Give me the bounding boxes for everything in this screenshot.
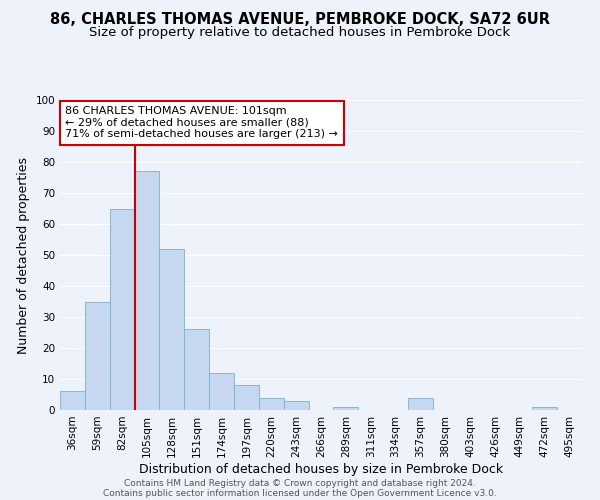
Text: 86 CHARLES THOMAS AVENUE: 101sqm
← 29% of detached houses are smaller (88)
71% o: 86 CHARLES THOMAS AVENUE: 101sqm ← 29% o… <box>65 106 338 140</box>
Bar <box>209 373 234 410</box>
Bar <box>160 249 184 410</box>
Bar <box>110 208 134 410</box>
Bar <box>284 400 308 410</box>
Text: 86, CHARLES THOMAS AVENUE, PEMBROKE DOCK, SA72 6UR: 86, CHARLES THOMAS AVENUE, PEMBROKE DOCK… <box>50 12 550 28</box>
Bar <box>259 398 284 410</box>
Y-axis label: Number of detached properties: Number of detached properties <box>17 156 30 354</box>
Text: Contains public sector information licensed under the Open Government Licence v3: Contains public sector information licen… <box>103 488 497 498</box>
Bar <box>184 330 209 410</box>
Bar <box>60 392 85 410</box>
Bar <box>134 172 160 410</box>
Text: Contains HM Land Registry data © Crown copyright and database right 2024.: Contains HM Land Registry data © Crown c… <box>124 478 476 488</box>
Bar <box>532 407 557 410</box>
Text: Size of property relative to detached houses in Pembroke Dock: Size of property relative to detached ho… <box>89 26 511 39</box>
Bar <box>334 407 358 410</box>
Bar <box>234 385 259 410</box>
X-axis label: Distribution of detached houses by size in Pembroke Dock: Distribution of detached houses by size … <box>139 462 503 475</box>
Bar <box>408 398 433 410</box>
Bar <box>85 302 110 410</box>
